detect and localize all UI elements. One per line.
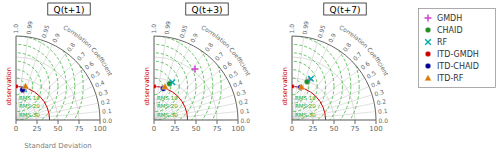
svg-text:0.5: 0.5 — [365, 69, 377, 80]
svg-text:0.2: 0.2 — [100, 97, 111, 106]
svg-text:25: 25 — [171, 125, 180, 133]
svg-text:0.9: 0.9 — [189, 32, 200, 44]
svg-text:0.7: 0.7 — [75, 50, 87, 62]
svg-text:CHAID: CHAID — [437, 26, 463, 35]
svg-text:0.0: 0.0 — [241, 117, 251, 124]
svg-text:RMS 30: RMS 30 — [157, 112, 178, 118]
svg-text:50: 50 — [330, 125, 339, 133]
svg-text:0.5: 0.5 — [89, 69, 101, 80]
svg-text:RMS 30: RMS 30 — [295, 112, 316, 118]
svg-text:0.1: 0.1 — [378, 107, 388, 115]
svg-text:observation: observation — [281, 67, 289, 105]
svg-text:0.3: 0.3 — [97, 88, 108, 98]
svg-text:Correlation Coefficient: Correlation Coefficient — [62, 24, 114, 78]
svg-text:Standard Deviation: Standard Deviation — [24, 142, 92, 150]
svg-text:1.0: 1.0 — [289, 24, 296, 34]
svg-text:Q(t+1): Q(t+1) — [54, 5, 85, 15]
svg-text:0.4: 0.4 — [94, 78, 106, 88]
svg-text:75: 75 — [75, 125, 84, 133]
svg-text:0.8: 0.8 — [341, 41, 352, 53]
svg-text:0.6: 0.6 — [359, 59, 371, 70]
svg-text:0.99: 0.99 — [25, 20, 34, 34]
svg-text:0.99: 0.99 — [163, 20, 172, 34]
svg-text:0.95: 0.95 — [316, 24, 327, 39]
svg-text:0.8: 0.8 — [65, 41, 76, 53]
svg-text:GMDH: GMDH — [437, 14, 462, 23]
svg-text:0.2: 0.2 — [376, 97, 387, 106]
svg-text:25: 25 — [309, 125, 318, 133]
svg-text:25: 25 — [33, 125, 42, 133]
svg-text:RF: RF — [437, 38, 448, 47]
svg-text:0.0: 0.0 — [103, 117, 113, 124]
svg-text:0.95: 0.95 — [178, 24, 189, 39]
svg-text:0.4: 0.4 — [370, 78, 382, 88]
svg-text:100: 100 — [93, 125, 106, 133]
svg-text:0: 0 — [14, 125, 18, 133]
svg-text:0.0: 0.0 — [379, 117, 389, 124]
svg-text:ITD-CHAID: ITD-CHAID — [437, 62, 479, 71]
svg-text:0.1: 0.1 — [102, 107, 112, 115]
svg-text:RMS 10: RMS 10 — [157, 95, 178, 101]
svg-text:0.9: 0.9 — [51, 32, 62, 44]
svg-text:0: 0 — [290, 125, 294, 133]
svg-text:50: 50 — [54, 125, 63, 133]
svg-text:Correlation Coefficient: Correlation Coefficient — [338, 24, 390, 78]
svg-text:0.7: 0.7 — [213, 50, 225, 62]
svg-text:Q(t+7): Q(t+7) — [330, 5, 361, 15]
svg-text:1.0: 1.0 — [151, 24, 158, 34]
svg-text:0.95: 0.95 — [40, 24, 51, 39]
svg-text:1.0: 1.0 — [13, 24, 20, 34]
svg-text:Q(t+3): Q(t+3) — [192, 5, 223, 15]
svg-text:0.3: 0.3 — [373, 88, 384, 98]
svg-text:50: 50 — [192, 125, 201, 133]
svg-text:0.6: 0.6 — [83, 59, 95, 70]
svg-text:RMS 10: RMS 10 — [295, 95, 316, 101]
svg-text:0: 0 — [152, 125, 156, 133]
svg-text:0.9: 0.9 — [327, 32, 338, 44]
svg-text:RMS 20: RMS 20 — [19, 103, 40, 109]
svg-text:RMS 10: RMS 10 — [19, 95, 40, 101]
svg-text:ITD-RF: ITD-RF — [437, 74, 464, 83]
svg-text:0.6: 0.6 — [221, 59, 233, 70]
svg-text:0.1: 0.1 — [240, 107, 250, 115]
svg-text:observation: observation — [8, 67, 13, 105]
svg-text:0.3: 0.3 — [235, 88, 246, 98]
svg-text:100: 100 — [369, 125, 382, 133]
svg-text:75: 75 — [213, 125, 222, 133]
svg-text:RMS 20: RMS 20 — [295, 103, 316, 109]
svg-text:Correlation Coefficient: Correlation Coefficient — [200, 24, 252, 78]
svg-text:0.8: 0.8 — [203, 41, 214, 53]
svg-text:RMS 30: RMS 30 — [19, 112, 40, 118]
svg-text:observation: observation — [143, 67, 151, 105]
svg-text:ITD-GMDH: ITD-GMDH — [437, 50, 479, 59]
svg-text:0.5: 0.5 — [227, 69, 239, 80]
svg-text:0.2: 0.2 — [238, 97, 249, 106]
svg-text:0.99: 0.99 — [301, 20, 310, 34]
svg-text:0.4: 0.4 — [232, 78, 244, 88]
svg-text:RMS 20: RMS 20 — [157, 103, 178, 109]
svg-text:0.7: 0.7 — [351, 50, 363, 62]
svg-text:100: 100 — [231, 125, 244, 133]
svg-text:75: 75 — [351, 125, 360, 133]
